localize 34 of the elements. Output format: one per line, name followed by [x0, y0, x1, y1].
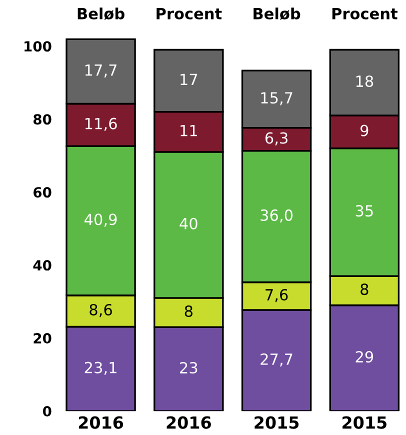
data-label: 17,7 [85, 64, 116, 78]
y-tick-label: 60 [34, 187, 52, 198]
data-label: 7,6 [266, 288, 288, 302]
y-tick-label: 20 [34, 333, 52, 344]
data-label: 23,1 [84, 362, 116, 375]
text: Beløb [254, 8, 300, 20]
data-label: 8 [184, 305, 192, 317]
data-label: 35 [356, 205, 373, 217]
x-tick-label: 2016 [78, 416, 124, 429]
text: Procent [156, 8, 222, 20]
text: Procent [332, 8, 398, 20]
data-label: 8,6 [90, 304, 112, 318]
data-label: 27,7 [260, 353, 292, 367]
data-label: 23 [180, 362, 198, 374]
data-label: 11 [180, 124, 197, 136]
text: Beløb [78, 8, 124, 20]
x-tick-label: 2015 [342, 416, 386, 429]
data-label: 9 [360, 124, 368, 136]
data-label: 6,3 [265, 132, 288, 146]
x-tick-label: 2016 [166, 416, 211, 429]
data-label: 17 [180, 74, 198, 85]
y-tick-label: 0 [42, 406, 52, 417]
data-label: 29 [356, 351, 374, 363]
data-label: 18 [356, 75, 374, 88]
data-label: 40 [180, 218, 198, 230]
data-label: 15,7 [261, 92, 292, 106]
y-tick-label: 40 [33, 260, 52, 271]
y-tick-label: 80 [34, 114, 52, 125]
data-label: 40,9 [84, 214, 117, 227]
y-tick-label: 100 [24, 41, 52, 52]
data-label: 8 [360, 284, 368, 296]
data-label: 11,6 [85, 118, 117, 131]
x-tick-label: 2015 [254, 416, 299, 429]
data-label: 36,0 [260, 209, 293, 223]
